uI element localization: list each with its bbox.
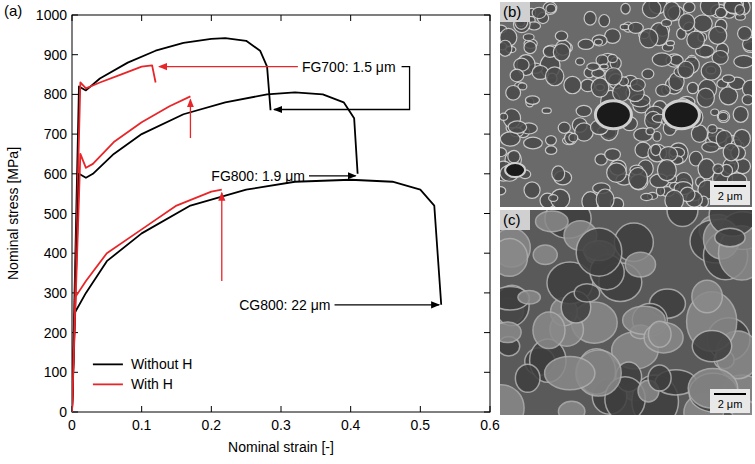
- y-tick: [484, 134, 490, 135]
- y-tick-label: 500: [44, 206, 68, 222]
- x-tick-label: 0.6: [480, 417, 500, 433]
- x-tick: [72, 15, 73, 21]
- y-tick-label: 100: [44, 364, 68, 380]
- scale-bar-box: [710, 389, 750, 413]
- annotation: FG700: 1.5 μm: [302, 59, 396, 75]
- x-tick: [281, 15, 282, 21]
- stress-strain-curve: [72, 190, 222, 412]
- curves: [72, 38, 441, 412]
- micrograph: [500, 2, 752, 207]
- y-tick: [484, 253, 490, 254]
- x-tick: [420, 406, 421, 412]
- annotation-arrow: [221, 193, 222, 281]
- x-tick-label: 0.5: [411, 417, 431, 433]
- y-tick: [484, 372, 490, 373]
- y-tick-label: 800: [44, 86, 68, 102]
- y-tick: [72, 94, 78, 95]
- y-tick-label: 900: [44, 47, 68, 63]
- annotation-arrow: [274, 67, 410, 110]
- y-axis-title: Nominal stress [MPa]: [5, 147, 21, 280]
- y-tick-label: 200: [44, 325, 68, 341]
- x-tick-label: 0.3: [271, 417, 291, 433]
- x-tick: [141, 15, 142, 21]
- y-tick: [484, 213, 490, 214]
- y-tick: [484, 332, 490, 333]
- scale-bar: [714, 185, 746, 187]
- y-tick-label: 400: [44, 245, 68, 261]
- figure: 0 0.1 0.2 0.3 0.4 0.5 0.6 0 100 200 300 400 500 600 70…: [0, 0, 755, 464]
- scale-bar: [714, 393, 746, 395]
- legend-swatch: [93, 383, 123, 385]
- x-tick: [281, 406, 282, 412]
- micrograph: [500, 210, 752, 415]
- y-tick-label: 0: [59, 404, 67, 420]
- annotation-arrow: [309, 175, 356, 176]
- x-tick-label: 0.1: [132, 417, 152, 433]
- panel-label: (c): [503, 211, 521, 228]
- x-axis-title: Nominal strain [-]: [228, 439, 334, 455]
- y-tick-label: 700: [44, 126, 68, 142]
- x-tick-label: 0.2: [202, 417, 222, 433]
- y-tick: [484, 15, 490, 16]
- y-tick-label: 1000: [36, 7, 67, 23]
- plot-frame: [72, 15, 490, 412]
- y-tick-label: 300: [44, 285, 68, 301]
- y-tick: [484, 412, 490, 413]
- panel-label: (a): [4, 2, 22, 19]
- annotation-arrow: [335, 304, 440, 305]
- y-tick-label: 600: [44, 166, 68, 182]
- x-tick: [211, 15, 212, 21]
- panel-label: (b): [503, 3, 521, 20]
- x-tick: [141, 406, 142, 412]
- y-tick: [484, 94, 490, 95]
- x-tick-label: 0.4: [341, 417, 361, 433]
- x-tick: [490, 406, 491, 412]
- scale-bar-box: [710, 181, 750, 205]
- x-tick-label: 0: [68, 417, 76, 433]
- y-tick: [72, 54, 78, 55]
- x-tick: [420, 15, 421, 21]
- annotation-arrow: [159, 66, 298, 67]
- x-tick: [350, 15, 351, 21]
- scale-bar-label: 2 μm: [718, 398, 743, 410]
- annotation-arrow: [190, 99, 191, 138]
- x-tick: [350, 406, 351, 412]
- stress-strain-curve: [72, 92, 358, 412]
- legend-swatch: [93, 363, 123, 365]
- legend-label: With H: [131, 376, 173, 392]
- annotation: FG800: 1.9 μm: [211, 168, 305, 184]
- annotation: CG800: 22 μm: [239, 297, 330, 313]
- stress-strain-curve: [72, 180, 441, 412]
- x-tick: [211, 406, 212, 412]
- y-tick: [484, 54, 490, 55]
- y-tick: [484, 173, 490, 174]
- y-tick: [484, 292, 490, 293]
- scale-bar-label: 2 μm: [718, 190, 743, 202]
- y-tick: [72, 15, 78, 16]
- legend-label: Without H: [131, 356, 192, 372]
- x-tick: [490, 15, 491, 21]
- stress-strain-curve: [72, 38, 271, 412]
